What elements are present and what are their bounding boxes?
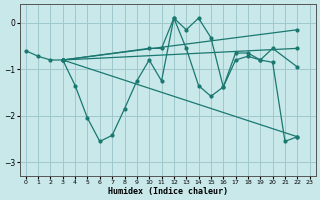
X-axis label: Humidex (Indice chaleur): Humidex (Indice chaleur) (108, 187, 228, 196)
